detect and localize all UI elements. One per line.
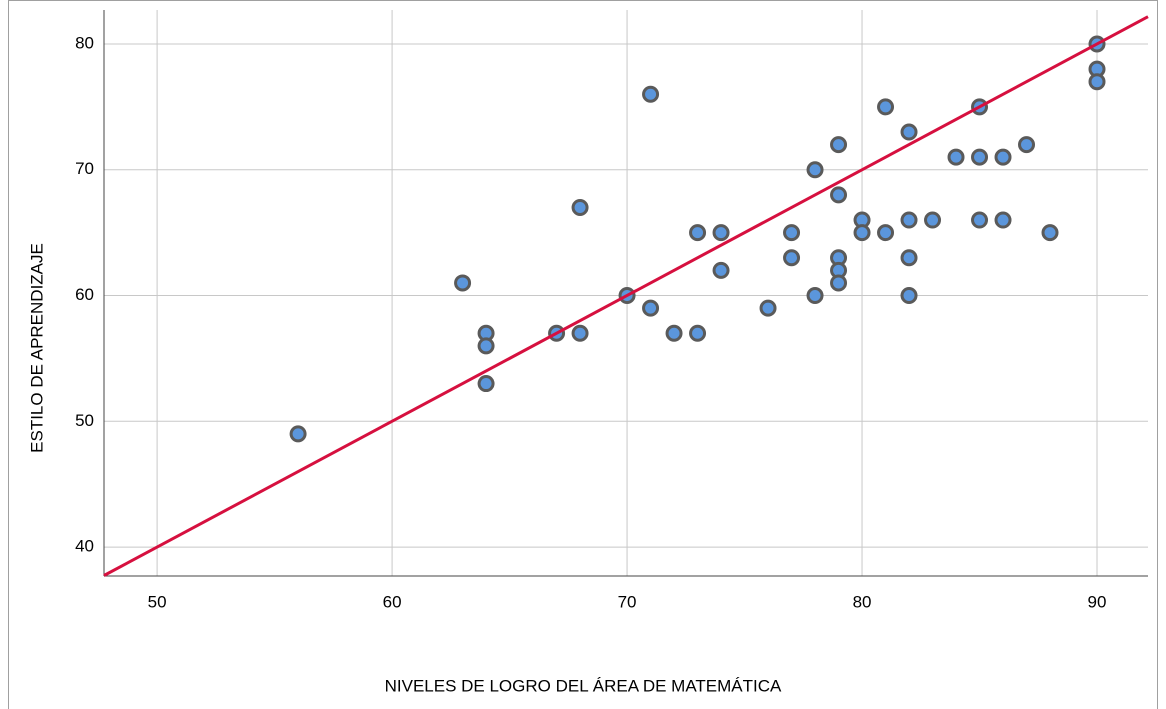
y-tick-label: 50	[75, 411, 94, 430]
point	[924, 211, 942, 229]
point	[665, 324, 683, 342]
point	[477, 375, 495, 393]
point	[830, 186, 848, 204]
point	[877, 224, 895, 242]
frame	[8, 0, 1158, 709]
point	[1041, 224, 1059, 242]
x-tick-label: 90	[1088, 592, 1107, 611]
x-axis-title: NIVELES DE LOGRO DEL ÁREA DE MATEMÁTICA	[385, 676, 782, 695]
point	[971, 211, 989, 229]
y-tick-label: 60	[75, 285, 94, 304]
point	[571, 198, 589, 216]
x-tick-label: 80	[853, 592, 872, 611]
point	[900, 123, 918, 141]
y-tick-label: 70	[75, 159, 94, 178]
x-tick-label: 70	[618, 592, 637, 611]
point	[994, 148, 1012, 166]
y-axis-title: ESTILO DE APRENDIZAJE	[27, 243, 46, 453]
point	[571, 324, 589, 342]
point	[947, 148, 965, 166]
point	[642, 85, 660, 103]
point	[877, 98, 895, 116]
point	[830, 274, 848, 292]
point	[971, 148, 989, 166]
point	[712, 224, 730, 242]
y-tick-label: 40	[75, 537, 94, 556]
point	[289, 425, 307, 443]
point	[900, 249, 918, 267]
point	[994, 211, 1012, 229]
point	[900, 211, 918, 229]
point	[712, 261, 730, 279]
point	[1018, 136, 1036, 154]
point	[642, 299, 660, 317]
x-tick-label: 50	[148, 592, 167, 611]
y-tick-label: 80	[75, 33, 94, 52]
point	[853, 224, 871, 242]
point	[806, 287, 824, 305]
point	[900, 287, 918, 305]
point	[830, 136, 848, 154]
point	[689, 324, 707, 342]
point	[806, 161, 824, 179]
point	[783, 224, 801, 242]
point	[477, 337, 495, 355]
point	[689, 224, 707, 242]
point	[1088, 73, 1106, 91]
point	[759, 299, 777, 317]
point	[454, 274, 472, 292]
x-tick-label: 60	[383, 592, 402, 611]
fit-line	[103, 15, 1149, 577]
point	[783, 249, 801, 267]
